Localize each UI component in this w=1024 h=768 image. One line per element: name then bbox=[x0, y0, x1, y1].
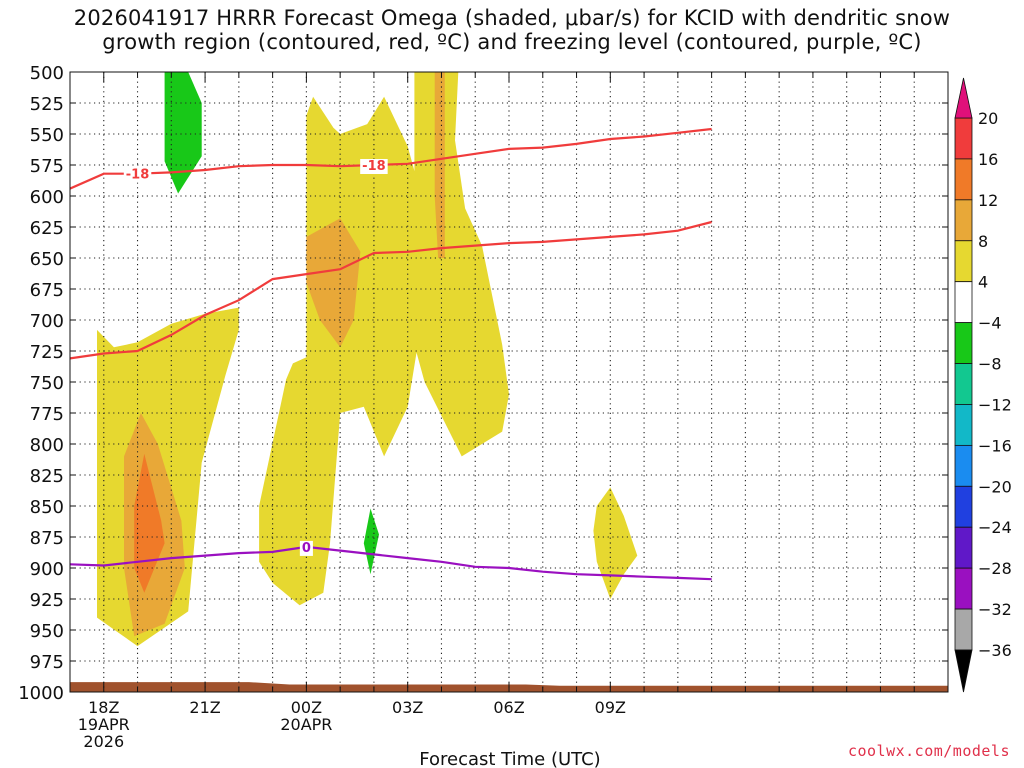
y-tick-label: 700 bbox=[30, 311, 64, 332]
colorbar-legend: 20 16 12 8 4 −4 −8 −12 −16 −20 −24 −28 −32 −36 bbox=[954, 77, 1012, 693]
y-tick-label: 600 bbox=[30, 187, 64, 208]
colorbar-band bbox=[954, 526, 973, 569]
y-tick-label: 1000 bbox=[18, 683, 64, 704]
x-tick-label: 06Z bbox=[493, 698, 524, 717]
y-tick-label: 500 bbox=[30, 63, 64, 84]
omega-region-7 bbox=[593, 487, 638, 599]
colorbar-label: 4 bbox=[978, 273, 988, 292]
omega-region-3 bbox=[259, 96, 428, 606]
colorbar-label: −12 bbox=[978, 395, 1012, 414]
chart-title-line-1: 2026041917 HRRR Forecast Omega (shaded, … bbox=[73, 6, 951, 30]
colorbar-band bbox=[954, 567, 973, 610]
x-tick-label: 2026 bbox=[83, 732, 124, 751]
contour-label-bg bbox=[299, 540, 313, 556]
y-tick-label: 575 bbox=[30, 156, 64, 177]
contour-label-freezing: 0 bbox=[302, 541, 311, 556]
y-tick-label: 625 bbox=[30, 218, 64, 239]
y-tick-label: 750 bbox=[30, 373, 64, 394]
omega-region-2 bbox=[134, 453, 165, 593]
omega-region-8 bbox=[164, 72, 202, 194]
colorbar-under-triangle bbox=[954, 649, 973, 693]
colorbar-band bbox=[954, 240, 973, 283]
x-tick-label: 19APR bbox=[78, 715, 130, 734]
colorbar-label: −28 bbox=[978, 559, 1012, 578]
y-tick-label: 650 bbox=[30, 249, 64, 270]
site-credit: coolwx.com/models bbox=[847, 742, 1010, 760]
contour-line-0 bbox=[70, 127, 712, 190]
colorbar-label: 12 bbox=[978, 191, 998, 210]
contour-line-2 bbox=[70, 545, 712, 581]
chart-title-line-2: growth region (contoured, red, ºC) and f… bbox=[102, 30, 922, 54]
y-tick-label: 775 bbox=[30, 404, 64, 425]
contour-lines: -18 -18 0 bbox=[70, 127, 712, 581]
colorbar-band bbox=[954, 281, 973, 324]
y-tick-label: 525 bbox=[30, 94, 64, 115]
contour-label-minus18-a: -18 bbox=[126, 168, 150, 183]
omega-region-9 bbox=[363, 508, 379, 575]
colorbar-band bbox=[954, 485, 973, 528]
x-tick-label: 18Z bbox=[88, 698, 119, 717]
colorbar-band bbox=[954, 444, 973, 487]
y-tick-label: 550 bbox=[30, 125, 64, 146]
y-tick-label: 825 bbox=[30, 466, 64, 487]
colorbar-label: −36 bbox=[978, 641, 1012, 660]
x-tick-label: 21Z bbox=[189, 698, 220, 717]
colorbar-band bbox=[954, 117, 973, 160]
omega-region-5 bbox=[414, 72, 509, 457]
colorbar-label: −24 bbox=[978, 518, 1012, 537]
colorbar-label: 16 bbox=[978, 150, 998, 169]
y-tick-label: 725 bbox=[30, 342, 64, 363]
colorbar-band bbox=[954, 608, 973, 651]
y-tick-label: 850 bbox=[30, 497, 64, 518]
colorbar-label: −16 bbox=[978, 436, 1012, 455]
chart-title: 2026041917 HRRR Forecast Omega (shaded, … bbox=[0, 6, 1024, 54]
omega-shading bbox=[97, 72, 638, 647]
x-tick-label: 03Z bbox=[392, 698, 423, 717]
x-tick-label: 00Z bbox=[291, 698, 322, 717]
colorbar-label: 20 bbox=[978, 109, 998, 128]
colorbar-label: −4 bbox=[978, 314, 1002, 333]
colorbar-label: −8 bbox=[978, 355, 1002, 374]
x-tick-label: 09Z bbox=[595, 698, 626, 717]
colorbar-label: −32 bbox=[978, 600, 1012, 619]
colorbar-over-triangle bbox=[954, 77, 973, 119]
colorbar-band bbox=[954, 404, 973, 446]
y-tick-label: 975 bbox=[30, 652, 64, 673]
y-tick-label: 950 bbox=[30, 621, 64, 642]
y-tick-label: 800 bbox=[30, 435, 64, 456]
x-tick-label: 20APR bbox=[280, 715, 332, 734]
colorbar-label: −20 bbox=[978, 477, 1012, 496]
contour-label-bg bbox=[123, 167, 152, 183]
colorbar-band bbox=[954, 199, 973, 242]
colorbar-band bbox=[954, 363, 973, 405]
y-tick-label: 925 bbox=[30, 590, 64, 611]
contour-label-minus18-b: -18 bbox=[362, 159, 386, 174]
y-tick-label: 875 bbox=[30, 528, 64, 549]
contour-label-bg bbox=[360, 159, 388, 174]
y-tick-label: 900 bbox=[30, 559, 64, 580]
y-axis: 500 525 550 575 600 625 650 675 700 725 750 775 800 8… bbox=[18, 63, 948, 704]
omega-region-4 bbox=[306, 218, 361, 348]
y-tick-label: 675 bbox=[30, 280, 64, 301]
contour-line-1 bbox=[70, 220, 712, 360]
x-axis-label: Forecast Time (UTC) bbox=[419, 749, 600, 768]
colorbar-band bbox=[954, 158, 973, 201]
colorbar-label: 8 bbox=[978, 232, 988, 251]
colorbar-band bbox=[954, 322, 973, 364]
